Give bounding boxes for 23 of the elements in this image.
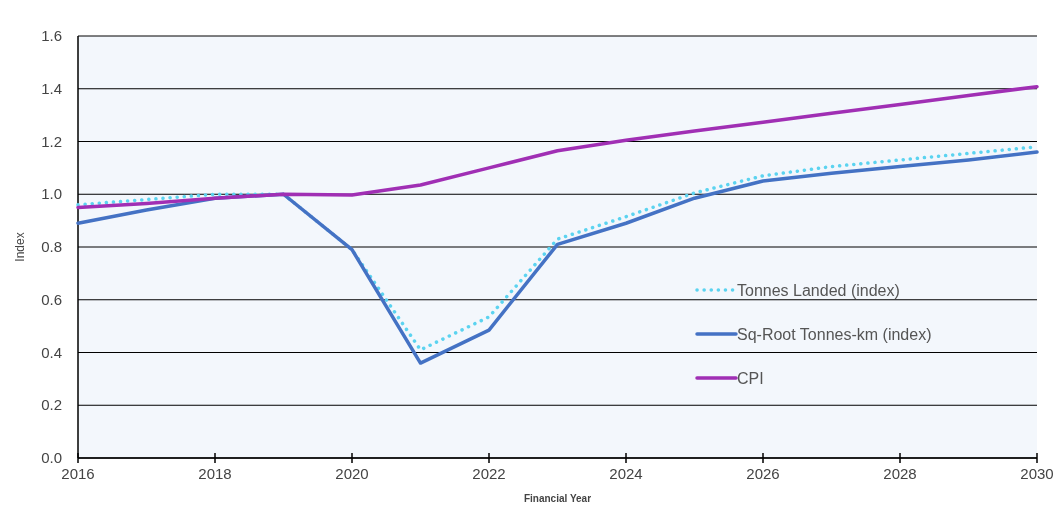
x-tick-label: 2020: [335, 465, 369, 482]
y-tick-label: 0.8: [41, 238, 62, 255]
line-series: [76, 84, 1039, 210]
y-tick-label: 1.4: [41, 79, 62, 97]
y-tick-label: 1.0: [41, 185, 62, 203]
y-tick-label: 0.4: [41, 343, 62, 361]
legend-label: Sq-Root Tonnes-km (index): [737, 326, 932, 343]
legend-label: CPI: [737, 370, 764, 387]
x-tick-label: 2026: [746, 465, 780, 482]
x-tick-label: 2024: [609, 465, 643, 482]
x-tick-label: 2022: [472, 465, 506, 482]
y-tick-label: 1.2: [41, 132, 62, 150]
x-axis-title: Financial Year: [523, 493, 592, 504]
x-tick-label: 2016: [61, 465, 95, 482]
y-axis-title: Index: [13, 232, 27, 262]
x-tick-label: 2018: [198, 465, 232, 482]
y-tick-label: 0.2: [41, 396, 62, 414]
y-tick-label: 1.6: [41, 27, 62, 44]
x-tick-label: 2028: [883, 465, 917, 482]
y-tick-label: 0.6: [41, 290, 62, 308]
x-tick-label: 2030: [1020, 465, 1054, 482]
legend-label: Tonnes Landed (index): [737, 282, 900, 299]
y-tick-label: 0.0: [41, 449, 62, 466]
